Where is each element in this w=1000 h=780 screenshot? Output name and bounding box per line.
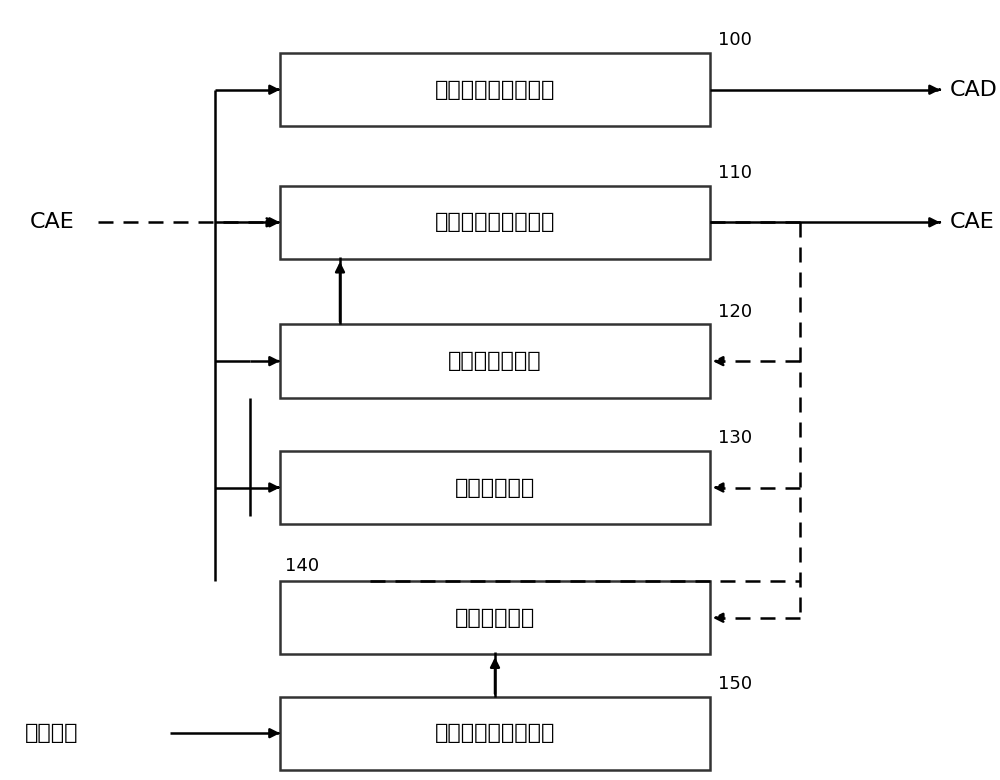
- Text: 键值存储装置: 键值存储装置: [455, 477, 535, 498]
- FancyBboxPatch shape: [280, 186, 710, 259]
- Text: 上位系统: 上位系统: [25, 723, 78, 743]
- FancyBboxPatch shape: [280, 53, 710, 126]
- Text: 更新控制装置: 更新控制装置: [455, 608, 535, 628]
- Text: 第二自动化数据接口: 第二自动化数据接口: [435, 212, 555, 232]
- Text: 140: 140: [285, 557, 319, 575]
- Text: 第一自动化数据接口: 第一自动化数据接口: [435, 80, 555, 100]
- Text: 150: 150: [718, 675, 752, 693]
- Text: 110: 110: [718, 164, 752, 182]
- Text: 130: 130: [718, 429, 752, 447]
- Text: 100: 100: [718, 31, 752, 49]
- Text: 第三自动化数据接口: 第三自动化数据接口: [435, 723, 555, 743]
- FancyBboxPatch shape: [280, 581, 710, 654]
- Text: CAD: CAD: [950, 80, 998, 100]
- Text: 120: 120: [718, 303, 752, 321]
- Text: CAE: CAE: [950, 212, 995, 232]
- Text: CAE: CAE: [30, 212, 75, 232]
- FancyBboxPatch shape: [280, 324, 710, 398]
- Text: 键名称存储装置: 键名称存储装置: [448, 351, 542, 371]
- FancyBboxPatch shape: [280, 697, 710, 770]
- FancyBboxPatch shape: [280, 451, 710, 524]
